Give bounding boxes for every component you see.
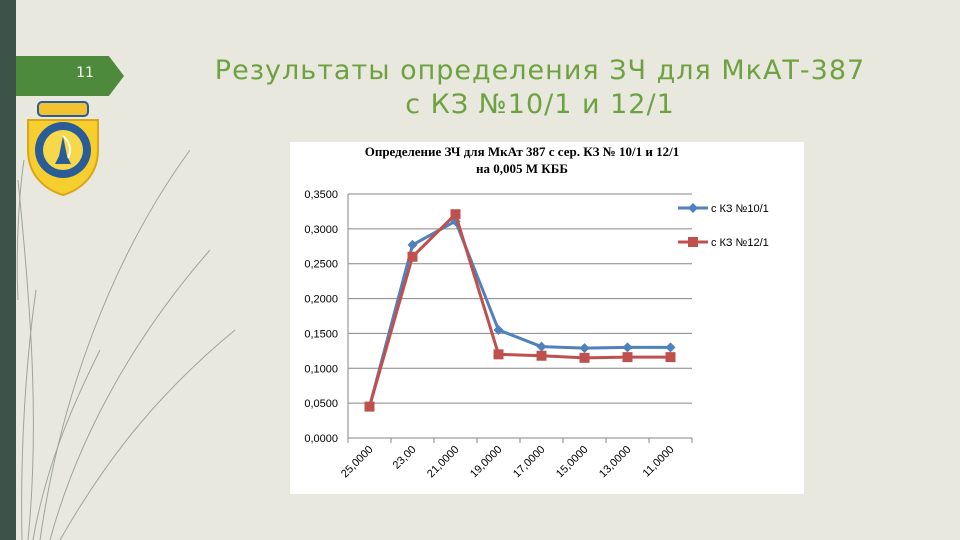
- series-2-point: [407, 251, 418, 262]
- series-1-point: [622, 342, 633, 353]
- emblem-logo-icon: [27, 101, 99, 197]
- x-tick-label: 19,0000: [468, 444, 505, 481]
- series-2-point: [493, 349, 504, 360]
- legend-label-1: с КЗ №10/1: [711, 203, 769, 215]
- slide-title: Результаты определения ЗЧ для МкАТ-387 с…: [190, 54, 890, 122]
- left-sidebar-bar: [0, 0, 16, 540]
- x-tick-label: 13,0000: [597, 444, 634, 481]
- series-1-point: [665, 342, 676, 353]
- series-line-1: [368, 219, 671, 408]
- y-tick-label: 0,0000: [304, 433, 338, 445]
- series-1-point: [407, 239, 418, 250]
- y-tick-label: 0,1000: [304, 363, 338, 375]
- series-line-2: [368, 212, 671, 408]
- series-2-point: [364, 401, 375, 412]
- slide-number: 11: [76, 65, 94, 81]
- chart-title-line2: на 0,005 М КББ: [476, 161, 568, 176]
- series-2-point: [579, 352, 590, 363]
- y-tick-label: 0,2000: [304, 294, 338, 306]
- y-tick-label: 0,2500: [304, 259, 338, 271]
- x-tick-label: 15,0000: [554, 444, 591, 481]
- series-1-point: [493, 324, 504, 335]
- chart-container: Определение ЗЧ для МкАт 387 с сер. КЗ № …: [290, 142, 804, 494]
- y-tick-label: 0,3500: [304, 189, 338, 201]
- y-tick-label: 0,3000: [304, 224, 338, 236]
- legend-marker-2: [688, 237, 698, 247]
- legend-marker-1: [688, 203, 698, 213]
- series-2-point: [450, 209, 461, 220]
- x-tick-label: 11,0000: [641, 444, 677, 480]
- chart-title-line1: Определение ЗЧ для МкАт 387 с сер. КЗ № …: [365, 144, 680, 159]
- series-2-point: [536, 350, 547, 361]
- legend-label-2: с КЗ №12/1: [711, 237, 769, 249]
- slide-title-line2: с КЗ №10/1 и 12/1: [405, 89, 675, 120]
- line-chart: Определение ЗЧ для МкАт 387 с сер. КЗ № …: [290, 142, 804, 494]
- decorative-grass-lines: [16, 149, 236, 540]
- chart-svg: Определение ЗЧ для МкАт 387 с сер. КЗ № …: [304, 144, 769, 481]
- slide-title-line1: Результаты определения ЗЧ для МкАТ-387: [214, 55, 866, 86]
- x-tick-label: 17,0000: [511, 444, 548, 481]
- series-1-point: [579, 343, 590, 354]
- x-tick-label: 25,0000: [339, 444, 376, 481]
- x-tick-label: 21,0000: [425, 444, 462, 481]
- series-1-point: [536, 341, 547, 352]
- series-2-point: [622, 352, 633, 363]
- series-2-point: [665, 352, 676, 363]
- slide-number-tab: [16, 56, 124, 96]
- y-tick-label: 0,0500: [304, 398, 338, 410]
- x-tick-label: 23,00: [391, 444, 419, 472]
- y-tick-label: 0,1500: [304, 328, 338, 340]
